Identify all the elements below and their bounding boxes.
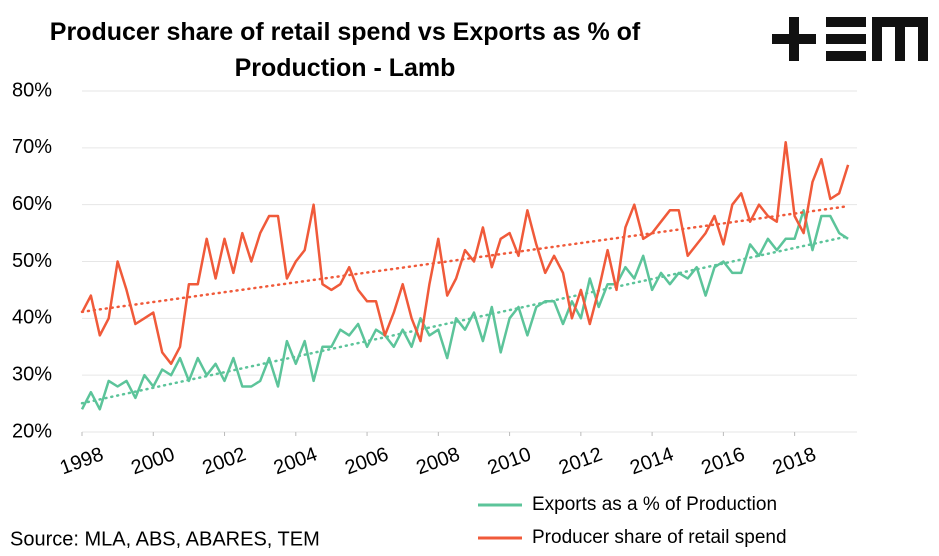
x-tick-label: 2000 (128, 443, 177, 479)
series-line (80, 209, 849, 411)
x-tick-label: 2016 (698, 443, 747, 479)
source-note: Source: MLA, ABS, ABARES, TEM (10, 528, 320, 550)
legend-label: Exports as a % of Production (532, 494, 777, 515)
x-tick-label: 2018 (770, 443, 819, 479)
x-tick-label: 2014 (627, 443, 676, 479)
x-tick-label: 2004 (271, 443, 320, 479)
x-tick-label: 2012 (556, 443, 605, 479)
y-tick-label: 60% (12, 193, 52, 215)
trend-line (80, 204, 850, 314)
x-tick-label: 2010 (485, 443, 534, 479)
x-tick-label: 2008 (413, 443, 462, 479)
x-tick-label: 2006 (342, 443, 391, 479)
y-tick-label: 80% (12, 79, 52, 101)
legend-label: Producer share of retail spend (532, 527, 787, 548)
series-line (80, 140, 850, 366)
y-tick-label: 70% (12, 136, 52, 158)
y-tick-label: 50% (12, 250, 52, 272)
y-tick-label: 40% (12, 307, 52, 329)
logo (772, 17, 928, 61)
y-tick-label: 30% (12, 363, 52, 385)
chart-title: Producer share of retail spend vs Export… (49, 18, 641, 82)
x-tick-label: 2002 (200, 443, 249, 479)
y-tick-label: 20% (12, 420, 52, 442)
x-tick-label: 1998 (57, 443, 106, 479)
